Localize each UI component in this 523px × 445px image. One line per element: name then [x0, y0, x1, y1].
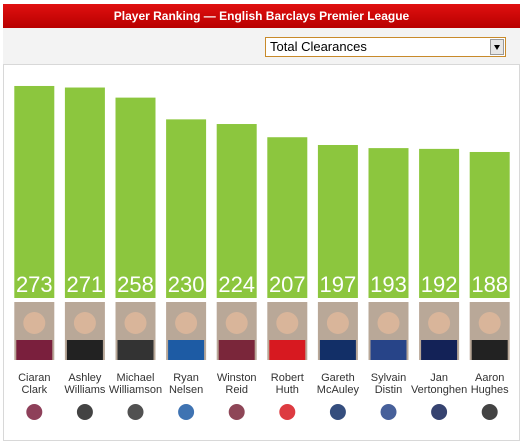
- player-name-text: Robert Huth: [270, 372, 304, 396]
- player-head: [124, 312, 147, 334]
- player-name: Ashley Williams: [55, 372, 115, 396]
- value-label: 258: [117, 272, 154, 297]
- club-badge: [431, 404, 448, 420]
- club-badge: [279, 404, 296, 420]
- player-name: Gareth McAuley: [308, 372, 368, 396]
- select-arrow[interactable]: [490, 39, 504, 55]
- value-label: 230: [168, 272, 205, 297]
- bar: [267, 137, 308, 298]
- club-badge: [481, 404, 498, 420]
- player-name: Aaron Hughes: [460, 372, 520, 396]
- bar: [317, 144, 358, 298]
- player-shirt: [319, 340, 356, 360]
- value-label: 188: [471, 272, 508, 297]
- bar: [14, 85, 55, 298]
- player-shirt: [168, 340, 205, 360]
- player-head: [225, 312, 248, 334]
- player-shirt: [66, 340, 103, 360]
- chart: 273 271 258 230 224 207 197 193 192 188: [14, 85, 510, 420]
- player-name: Michael Williamson: [106, 372, 166, 396]
- bar: [115, 97, 156, 298]
- club-badge: [228, 404, 245, 420]
- player-name-text: Aaron Hughes: [470, 372, 509, 396]
- club-badge: [380, 404, 397, 420]
- player-head: [428, 312, 451, 334]
- player-name-text: Winston Reid: [216, 372, 257, 396]
- player-shirt: [218, 340, 255, 360]
- club-badge: [329, 404, 346, 420]
- player-head: [73, 312, 96, 334]
- player-name: Sylvain Distin: [359, 372, 419, 396]
- player-name: Ciaran Clark: [4, 372, 64, 396]
- player-name: Ryan Nelsen: [156, 372, 216, 396]
- player-shirt: [269, 340, 306, 360]
- bar: [64, 87, 105, 298]
- club-badge: [127, 404, 144, 420]
- value-label: 207: [269, 272, 306, 297]
- player-head: [377, 312, 400, 334]
- value-label: 197: [320, 272, 357, 297]
- player-name-text: Gareth McAuley: [316, 372, 359, 396]
- bar: [216, 124, 257, 298]
- player-name-text: Michael Williamson: [108, 372, 163, 396]
- player-name-text: Ciaran Clark: [18, 372, 51, 396]
- player-name-text: Ashley Williams: [64, 372, 106, 396]
- player-name-text: Ryan Nelsen: [168, 372, 204, 396]
- player-name: Jan Vertonghen: [409, 372, 469, 396]
- value-label: 271: [67, 272, 104, 297]
- player-name: Robert Huth: [257, 372, 317, 396]
- player-shirt: [370, 340, 407, 360]
- club-badge: [26, 404, 43, 420]
- bar: [419, 148, 460, 298]
- player-shirt: [16, 340, 53, 360]
- metric-select[interactable]: Total Clearances: [265, 37, 506, 57]
- value-label: 273: [16, 272, 53, 297]
- player-head: [326, 312, 349, 334]
- player-head: [478, 312, 501, 334]
- player-shirt: [117, 340, 154, 360]
- value-label: 192: [421, 272, 458, 297]
- club-badge: [76, 404, 93, 420]
- bar: [166, 119, 207, 298]
- player-shirt: [471, 340, 508, 360]
- value-label: 224: [218, 272, 255, 297]
- player-shirt: [421, 340, 458, 360]
- metric-label: Total Clearances: [270, 39, 367, 54]
- bar: [368, 148, 409, 298]
- player-head: [175, 312, 198, 334]
- bar: [469, 151, 510, 298]
- toolbar: Total Clearances: [3, 28, 520, 64]
- player-name-text: Sylvain Distin: [370, 372, 407, 396]
- player-head: [23, 312, 46, 334]
- player-head: [276, 312, 299, 334]
- player-name-text: Jan Vertonghen: [410, 372, 468, 396]
- player-name: Winston Reid: [207, 372, 267, 396]
- club-badge: [178, 404, 195, 420]
- value-label: 193: [370, 272, 407, 297]
- chart-title: Player Ranking — English Barclays Premie…: [3, 4, 520, 28]
- chart-area: 273 271 258 230 224 207 197 193 192 188 Ciaran Cl…: [3, 64, 520, 441]
